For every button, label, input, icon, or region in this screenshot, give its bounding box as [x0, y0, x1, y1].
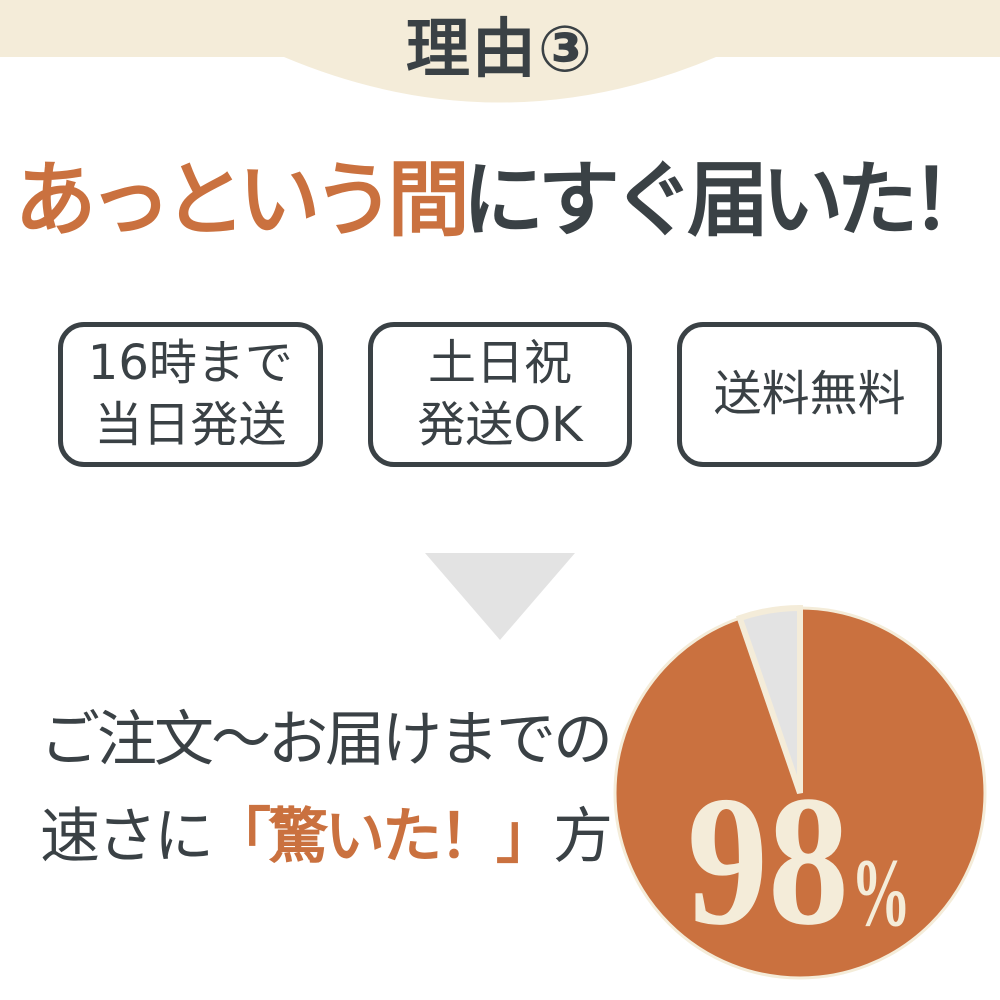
- down-triangle-icon: [425, 553, 575, 640]
- header-band: 理由③: [0, 0, 1000, 160]
- badge-same-day-shipping: 16時まで 当日発送: [58, 322, 323, 467]
- stat-value: 98: [687, 758, 849, 964]
- badge-weekend-shipping: 土日祝 発送OK: [367, 322, 633, 467]
- stat-caption-line1: ご注文〜お届けまでの: [40, 705, 613, 775]
- badge-line: 16時まで: [87, 335, 293, 392]
- stat-unit: %: [851, 839, 911, 946]
- headline-highlight: あっという間: [14, 153, 470, 248]
- pie-slice-rest: [735, 604, 803, 794]
- badge-line: 土日祝: [428, 335, 573, 392]
- stat-caption-line2: 速さに「驚いた！」方: [40, 789, 613, 886]
- badge-line: 送料無料: [713, 365, 906, 422]
- header-band-shape: [0, 0, 1000, 103]
- pie-chart-svg: 98 %: [613, 604, 987, 980]
- headline-rest: にすぐ届いた！: [462, 153, 993, 248]
- badge-line: 発送OK: [417, 396, 583, 453]
- badge-line: 当日発送: [94, 396, 287, 453]
- stat-caption: ご注文〜お届けまでの 速さに「驚いた！」方: [40, 692, 613, 886]
- badge-free-shipping: 送料無料: [677, 322, 943, 467]
- badge-row: 16時まで 当日発送 土日祝 発送OK 送料無料: [58, 322, 943, 467]
- stat-caption-suffix: 方: [553, 802, 613, 872]
- stat-caption-prefix: 速さに: [40, 802, 214, 872]
- pie-chart: 98 %: [605, 598, 995, 988]
- page-title: 理由③: [405, 13, 595, 87]
- headline: あっという間にすぐ届いた！: [14, 150, 993, 252]
- stat-caption-highlight: 「驚いた！」: [211, 802, 556, 872]
